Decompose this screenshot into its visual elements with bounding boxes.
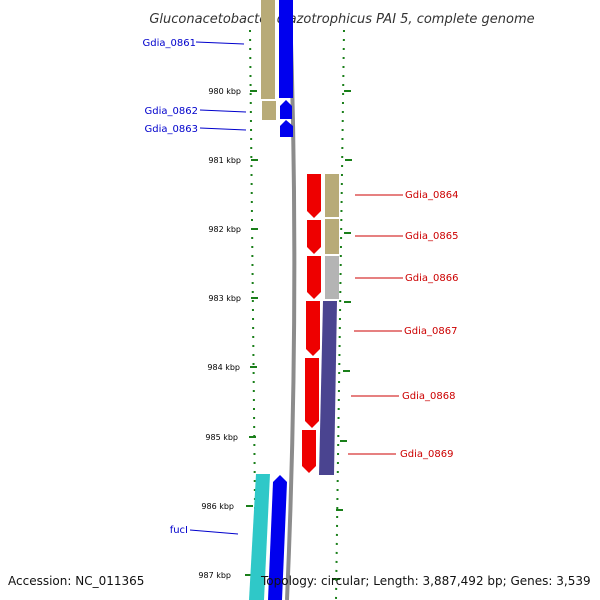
gene-fuci-cyan[interactable] [249, 474, 270, 600]
accession-text: Accession: NC_011365 [8, 574, 145, 588]
gene-gdia-0863-cds[interactable] [280, 120, 293, 137]
label-leaders-left [189, 41, 247, 535]
gene-label[interactable]: Gdia_0867 [404, 326, 457, 337]
right-ticks [333, 90, 352, 580]
gene-fuci-cds[interactable] [268, 475, 287, 600]
kbp-label: 982 kbp [208, 225, 241, 234]
gene-labels-left: Gdia_0861 Gdia_0862 Gdia_0863 fucI [143, 38, 198, 536]
kbp-label: 985 kbp [205, 433, 238, 442]
genome-backbone [285, 9, 297, 600]
gene-gdia-0862-khaki[interactable] [262, 101, 276, 120]
gene-gdia-0861-cds[interactable] [279, 0, 293, 98]
gene-label[interactable]: Gdia_0866 [405, 273, 458, 284]
gene-gdia-0866-gray[interactable] [325, 256, 339, 299]
gene-label[interactable]: Gdia_0863 [145, 124, 198, 135]
gene-gdia-0864-cds[interactable] [307, 174, 321, 218]
kbp-label: 980 kbp [208, 87, 241, 96]
left-ticks [245, 90, 258, 576]
kbp-label: 981 kbp [208, 156, 241, 165]
gene-gdia-0868-cds[interactable] [305, 358, 319, 428]
gene-gdia-0869-cds[interactable] [302, 430, 316, 473]
gene-gdia-0867-cds[interactable] [306, 301, 320, 356]
gene-label[interactable]: Gdia_0869 [400, 449, 453, 460]
label-leaders-right [348, 194, 403, 455]
gene-label[interactable]: Gdia_0864 [405, 190, 458, 201]
gene-labels-right: Gdia_0864 Gdia_0865 Gdia_0866 Gdia_0867 … [400, 190, 458, 460]
kbp-label: 986 kbp [201, 502, 234, 511]
gene-label[interactable]: Gdia_0861 [143, 38, 196, 49]
gene-gdia-0867-slate[interactable] [319, 301, 337, 475]
gene-label[interactable]: Gdia_0865 [405, 231, 458, 242]
gene-gdia-0865-cds[interactable] [307, 220, 321, 254]
gene-gdia-0861-khaki[interactable] [261, 0, 275, 99]
gene-gdia-0866-cds[interactable] [307, 256, 321, 299]
gene-label[interactable]: Gdia_0868 [402, 391, 455, 402]
kbp-label: 983 kbp [208, 294, 241, 303]
kbp-axis-labels: 980 kbp 981 kbp 982 kbp 983 kbp 984 kbp … [198, 87, 241, 580]
kbp-label: 984 kbp [207, 363, 240, 372]
topology-text: Topology: circular; Length: 3,887,492 bp… [261, 574, 591, 588]
right-dotted-track [335, 29, 345, 600]
gene-label[interactable]: fucI [170, 525, 188, 536]
gene-label[interactable]: Gdia_0862 [145, 106, 198, 117]
gene-gdia-0864-khaki[interactable] [325, 174, 339, 217]
gene-gdia-0865-khaki[interactable] [325, 219, 339, 254]
kbp-label: 987 kbp [198, 571, 231, 580]
map-title: Gluconacetobacter diazotrophicus PAI 5, … [149, 12, 534, 27]
gene-gdia-0862-cds[interactable] [280, 100, 292, 119]
